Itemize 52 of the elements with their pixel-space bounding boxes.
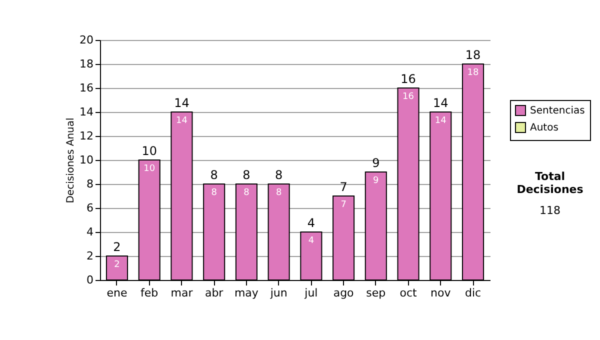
x-tick-label: ago: [333, 286, 354, 300]
x-tick-label: feb: [140, 286, 158, 300]
x-tick-label: jul: [304, 286, 318, 300]
y-tick-label: 6: [86, 202, 94, 214]
x-tick-label: dic: [464, 286, 482, 300]
data-label: 8: [244, 188, 250, 198]
y-tick-label: 18: [80, 58, 94, 70]
total-label: 16: [400, 72, 416, 86]
total-label: 9: [372, 156, 380, 170]
y-tick-label: 12: [80, 130, 94, 142]
x-tick-label: ene: [106, 286, 128, 300]
total-label: 10: [142, 144, 157, 158]
data-label: 8: [276, 188, 282, 198]
x-tick-label: jun: [269, 286, 288, 300]
data-label: 7: [340, 200, 346, 210]
x-tick-label: oct: [400, 286, 418, 300]
y-tick-label: 8: [86, 178, 94, 190]
text: Total Decisiones: [516, 170, 584, 196]
y-axis-title: Decisiones Anual: [66, 118, 77, 204]
y-tick-label: 14: [80, 106, 94, 118]
y-tick-label: 16: [80, 82, 94, 94]
text: 118: [538, 204, 562, 217]
data-label: 18: [467, 68, 480, 78]
data-label: 14: [434, 116, 447, 126]
y-tick-label: 4: [86, 226, 94, 238]
x-tick-label: may: [234, 286, 259, 300]
legend-label: Sentencias: [530, 106, 585, 116]
x-tick-label: abr: [204, 286, 224, 300]
total-label: 8: [274, 168, 283, 182]
data-label: 10: [144, 164, 156, 174]
total-label: 14: [174, 96, 190, 110]
total-label: 14: [433, 96, 448, 110]
data-label: 8: [211, 188, 218, 198]
y-tick-label: 10: [80, 154, 94, 166]
data-label: 14: [176, 116, 188, 126]
total-label: 4: [307, 216, 316, 230]
total-label: 2: [113, 240, 121, 254]
total-label: 8: [210, 168, 218, 182]
data-label: 16: [402, 92, 414, 102]
x-tick-label: nov: [430, 286, 452, 300]
legend-label: Autos: [530, 122, 558, 134]
data-label: 4: [308, 236, 314, 246]
total-label: 8: [242, 168, 250, 182]
x-tick-label: sep: [366, 286, 386, 300]
y-tick-label: 0: [86, 274, 94, 286]
x-tick-label: mar: [170, 286, 194, 300]
total-label: 18: [465, 48, 481, 62]
total-label: 7: [340, 180, 348, 194]
data-label: 2: [114, 260, 120, 270]
y-tick-label: 20: [80, 34, 94, 46]
data-label: 9: [373, 176, 380, 186]
y-tick-label: 2: [86, 250, 94, 262]
